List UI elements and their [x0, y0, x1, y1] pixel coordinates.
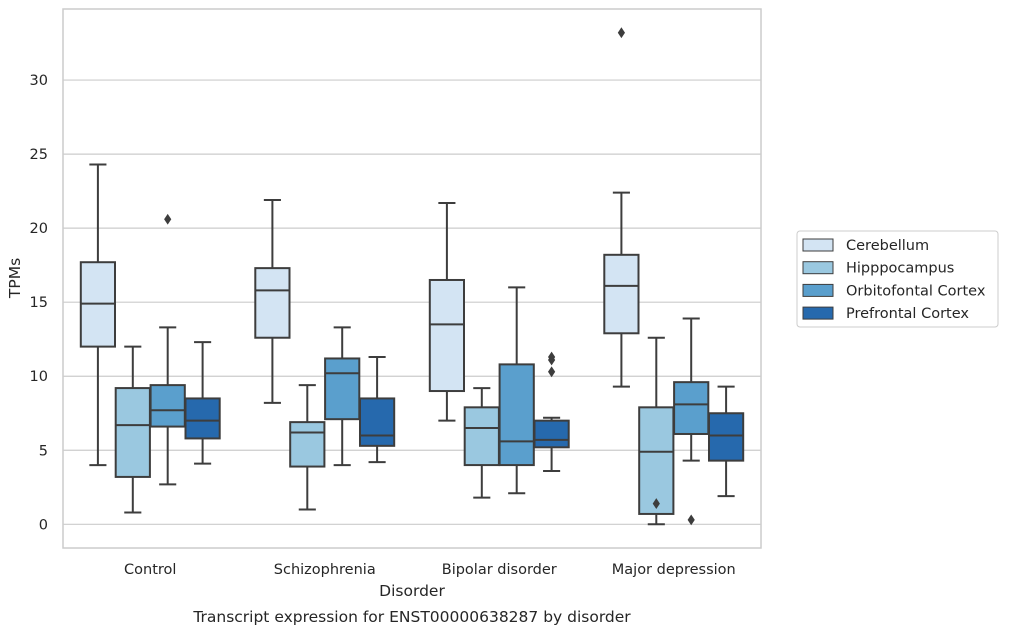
legend-label: Cerebellum — [846, 238, 929, 254]
iqr-box — [707, 412, 745, 462]
legend: Cerebellum Hipppocampus Orbitofontal Corte… — [796, 230, 999, 328]
box-hipppocampus-control — [114, 345, 151, 514]
iqr-box — [324, 357, 361, 421]
y-tick-label: 30 — [30, 73, 48, 89]
y-tick-label: 5 — [39, 443, 48, 459]
box-cerebellum-schizophrenia — [254, 199, 291, 404]
legend-label: Hipppocampus — [846, 261, 954, 277]
series-cerebellum — [79, 27, 640, 467]
iqr-box — [184, 397, 221, 440]
y-tick-label: 0 — [39, 517, 48, 533]
box-cerebellum-bipolar-disorder — [428, 201, 466, 422]
box-prefrontal-cortex-major-depression — [707, 385, 745, 498]
series-orbitofontal-cortex — [149, 213, 710, 526]
box-prefrontal-cortex-control — [184, 341, 221, 465]
legend-item-prefrontal-cortex: Prefrontal Cortex — [802, 306, 969, 322]
x-tick-label-major-depression: Major depression — [612, 562, 736, 578]
x-tick-labels: Control Schizophrenia Bipolar disorder Majo… — [124, 562, 736, 578]
box-orbitofontal-cortex-major-depression — [673, 317, 710, 526]
series-prefrontal-cortex — [184, 341, 745, 498]
box-prefrontal-cortex-bipolar-disorder — [533, 351, 570, 472]
x-tick-label-schizophrenia: Schizophrenia — [274, 562, 376, 578]
box-series-group — [79, 27, 745, 526]
outlier-point — [164, 213, 172, 225]
chart-caption: Transcript expression for ENST0000063828… — [192, 608, 631, 626]
iqr-box — [149, 384, 186, 428]
x-tick-label-bipolar-disorder: Bipolar disorder — [442, 562, 557, 578]
legend-label: Orbitofontal Cortex — [846, 283, 986, 299]
iqr-box — [428, 278, 466, 393]
x-tick-label-control: Control — [124, 562, 176, 578]
legend-swatch — [802, 261, 834, 275]
box-hipppocampus-bipolar-disorder — [463, 387, 500, 499]
iqr-box — [289, 421, 326, 468]
legend-frame — [796, 230, 999, 328]
series-hipppocampus — [114, 336, 675, 526]
x-axis-label: Disorder — [379, 582, 445, 600]
legend-swatch — [802, 238, 834, 252]
y-gridlines — [63, 79, 761, 525]
y-tick-label: 25 — [30, 147, 48, 163]
y-tick-label: 20 — [30, 221, 48, 237]
box-cerebellum-major-depression — [603, 27, 640, 388]
iqr-box — [114, 387, 151, 478]
iqr-box — [463, 406, 500, 467]
box-hipppocampus-schizophrenia — [289, 384, 326, 511]
box-hipppocampus-major-depression — [638, 336, 675, 526]
box-cerebellum-control — [79, 163, 117, 467]
iqr-box — [254, 267, 291, 339]
legend-label: Prefrontal Cortex — [846, 306, 969, 322]
plot-area-frame — [62, 8, 762, 549]
y-tick-label: 15 — [30, 295, 48, 311]
outlier-point — [548, 366, 556, 378]
y-tick-label: 10 — [30, 369, 48, 385]
iqr-box — [533, 419, 570, 449]
box-orbitofontal-cortex-bipolar-disorder — [498, 286, 535, 495]
legend-item-hipppocampus: Hipppocampus — [802, 261, 954, 277]
iqr-box — [638, 406, 675, 515]
box-orbitofontal-cortex-schizophrenia — [324, 326, 361, 467]
outlier-point — [548, 351, 556, 363]
legend-swatch — [802, 306, 834, 320]
outlier-point — [687, 514, 695, 526]
legend-item-cerebellum: Cerebellum — [802, 238, 929, 254]
legend-swatch — [802, 283, 834, 297]
y-tick-labels: 0 5 10 15 20 25 30 — [30, 73, 48, 533]
iqr-box — [673, 381, 710, 435]
iqr-box — [603, 253, 640, 335]
outlier-point — [617, 27, 625, 39]
legend-item-orbitofontal-cortex: Orbitofontal Cortex — [802, 283, 986, 299]
box-prefrontal-cortex-schizophrenia — [358, 355, 396, 464]
iqr-box — [498, 363, 535, 467]
iqr-box — [358, 397, 396, 447]
y-axis-label: TPMs — [6, 258, 24, 299]
outlier-point — [652, 498, 660, 509]
